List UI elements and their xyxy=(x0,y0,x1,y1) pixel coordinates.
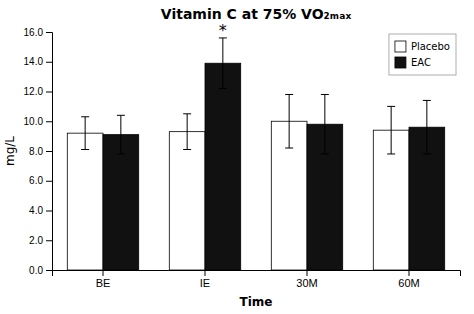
plot-area: 0.0 2.0 4.0 6.0 8.0 10.0 12.0 14.0 16.0 BE IE 30M 60… xyxy=(24,21,461,289)
chart-svg: 0.0 2.0 4.0 6.0 8.0 10.0 12.0 14.0 16.0 BE IE 30M 60… xyxy=(0,0,474,314)
error-bar-cap xyxy=(117,115,125,116)
axis-line xyxy=(53,271,461,277)
error-bar-stem xyxy=(391,106,392,154)
y-tick-mark xyxy=(46,270,52,271)
x-tick-label: IE xyxy=(200,277,210,289)
error-bar-cap xyxy=(285,94,293,95)
error-bar-cap xyxy=(321,94,329,95)
x-tick-label: BE xyxy=(96,277,111,289)
error-bar-cap xyxy=(285,148,293,149)
error-bar-cap xyxy=(423,153,431,154)
error-bar-stem xyxy=(85,117,86,150)
error-bar-cap xyxy=(387,153,395,154)
y-tick-label: 0.0 xyxy=(29,265,43,276)
y-tick-label: 4.0 xyxy=(29,205,43,216)
error-bar xyxy=(387,106,395,154)
bar xyxy=(205,63,241,270)
legend-frame xyxy=(389,34,456,75)
error-bar-cap xyxy=(183,113,191,114)
x-tick: 30M xyxy=(296,270,317,289)
error-bar xyxy=(81,117,89,150)
y-tick-mark xyxy=(46,62,52,63)
legend-item: Placebo xyxy=(395,41,450,52)
y-tick: 4.0 xyxy=(29,205,52,216)
error-bar-stem xyxy=(289,94,290,148)
axis-line xyxy=(46,33,53,271)
legend-item: EAC xyxy=(395,57,431,68)
error-bar-cap xyxy=(219,88,227,89)
y-tick-label: 2.0 xyxy=(29,235,43,246)
error-bar-cap xyxy=(387,106,395,107)
y-tick-mark xyxy=(46,92,52,93)
legend-label: EAC xyxy=(411,57,431,68)
x-tick: BE xyxy=(96,270,111,289)
y-tick-mark xyxy=(46,151,52,152)
y-tick: 10.0 xyxy=(24,116,52,127)
x-tick-mark xyxy=(307,270,308,276)
legend-label: Placebo xyxy=(411,41,450,52)
error-bar-cap xyxy=(423,100,431,101)
x-axis: BE IE 30M 60M xyxy=(53,270,461,289)
y-tick-label: 12.0 xyxy=(24,86,44,97)
bar xyxy=(67,133,103,270)
y-tick: 8.0 xyxy=(29,146,52,157)
error-bar-stem xyxy=(222,38,223,89)
error-bar xyxy=(219,38,227,89)
y-tick-label: 14.0 xyxy=(24,56,44,67)
error-bar-cap xyxy=(117,153,125,154)
y-axis: 0.0 2.0 4.0 6.0 8.0 10.0 12.0 14.0 16.0 xyxy=(24,27,53,276)
y-tick-label: 16.0 xyxy=(24,27,44,38)
y-tick-mark xyxy=(46,240,52,241)
chart-container: 0.0 2.0 4.0 6.0 8.0 10.0 12.0 14.0 16.0 BE IE 30M 60… xyxy=(0,0,474,314)
y-tick-label: 10.0 xyxy=(24,116,44,127)
annotation: * xyxy=(219,21,227,40)
y-tick-label: 8.0 xyxy=(29,146,43,157)
legend-swatch xyxy=(395,41,406,52)
x-tick-label: 60M xyxy=(398,277,419,289)
error-bar-stem xyxy=(426,100,427,154)
error-bar xyxy=(321,94,329,154)
x-tick: 60M xyxy=(398,270,419,289)
y-tick-mark xyxy=(46,121,52,122)
y-tick-mark xyxy=(46,211,52,212)
x-tick-mark xyxy=(103,270,104,276)
y-axis-label: mg/L xyxy=(3,136,17,166)
error-bar-stem xyxy=(187,114,188,150)
error-bar xyxy=(183,114,191,150)
error-bar-cap xyxy=(183,149,191,150)
y-tick-label: 6.0 xyxy=(29,175,43,186)
legend: Placebo EAC xyxy=(389,34,456,75)
y-tick: 12.0 xyxy=(24,86,52,97)
y-tick: 0.0 xyxy=(29,265,52,276)
error-bar-cap xyxy=(321,153,329,154)
title: Vitamin C at 75% VO₂ₘₐₓ xyxy=(161,6,352,22)
y-tick-mark xyxy=(46,32,52,33)
x-tick-label: 30M xyxy=(296,277,317,289)
y-tick: 16.0 xyxy=(24,27,52,38)
bar xyxy=(169,132,205,270)
error-bar-stem xyxy=(120,115,121,154)
error-bar-cap xyxy=(81,116,89,117)
y-tick: 6.0 xyxy=(29,175,52,186)
y-tick: 2.0 xyxy=(29,235,52,246)
error-bar-cap xyxy=(81,149,89,150)
x-tick-mark xyxy=(409,270,410,276)
error-bar xyxy=(423,100,431,154)
bar xyxy=(103,135,139,270)
error-bar xyxy=(285,94,293,148)
error-bar xyxy=(117,115,125,154)
error-bar-stem xyxy=(324,94,325,154)
marks xyxy=(67,38,444,270)
y-tick: 14.0 xyxy=(24,56,52,67)
x-tick: IE xyxy=(200,270,210,289)
x-tick-mark xyxy=(205,270,206,276)
legend-swatch xyxy=(395,57,406,68)
x-axis-label: Time xyxy=(240,295,273,309)
y-tick-mark xyxy=(46,181,52,182)
